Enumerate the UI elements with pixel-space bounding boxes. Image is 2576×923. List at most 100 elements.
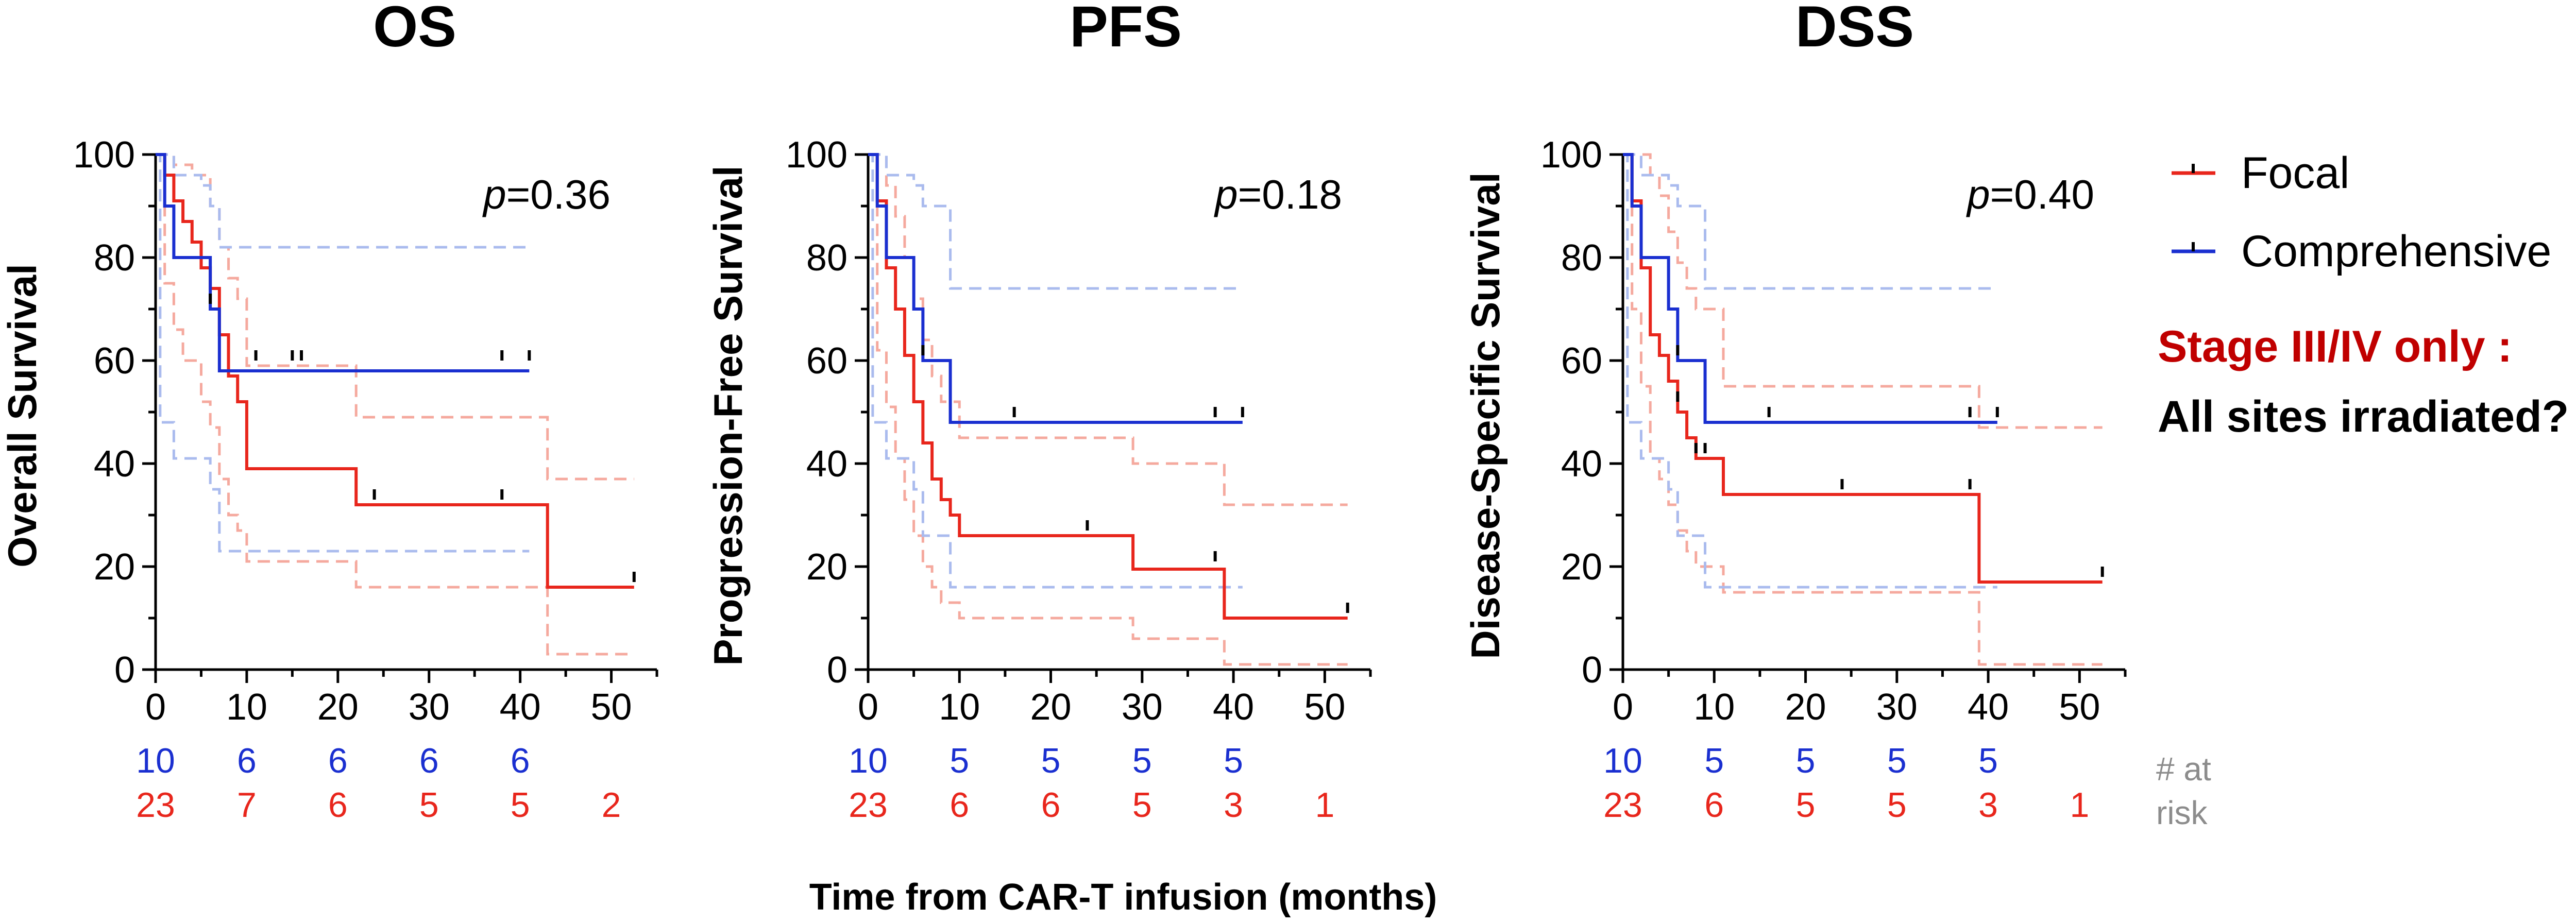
os-at-risk-focal: 5 bbox=[511, 785, 530, 825]
os-comprehensive-ci-lower bbox=[156, 153, 530, 553]
dss-at-risk-focal: 23 bbox=[1603, 785, 1642, 825]
dss-y-tick-label: 20 bbox=[1561, 546, 1602, 588]
dss-y-tick-label: 60 bbox=[1561, 340, 1602, 382]
os-comprehensive-ci-upper bbox=[156, 153, 530, 249]
pfs-panel: PFS Progression-Free Survival p=0.18 0 20… bbox=[705, 0, 1372, 825]
dss-at-risk-comprehensive: 5 bbox=[1796, 741, 1816, 780]
pfs-comprehensive-curve bbox=[868, 153, 1243, 424]
os-y-axis-label: Overall Survival bbox=[0, 264, 45, 568]
pfs-at-risk-focal: 23 bbox=[849, 785, 888, 825]
dss-y-tick-label: 100 bbox=[1540, 134, 1602, 176]
os-focal-curve bbox=[156, 153, 634, 589]
dss-x-tick-label: 20 bbox=[1785, 687, 1826, 728]
os-x-tick-label: 50 bbox=[590, 687, 632, 728]
dss-x-tick-label: 50 bbox=[2059, 687, 2100, 728]
pfs-y-tick-label: 100 bbox=[786, 134, 848, 176]
dss-at-risk-comprehensive: 5 bbox=[1704, 741, 1724, 780]
os-x-tick-label: 10 bbox=[226, 687, 267, 728]
pfs-y-tick-label: 20 bbox=[806, 546, 848, 588]
pfs-at-risk-comprehensive: 5 bbox=[950, 741, 969, 780]
pfs-at-risk-comprehensive: 10 bbox=[849, 741, 888, 780]
at-risk-label-line1: # at bbox=[2156, 750, 2211, 788]
pfs-title: PFS bbox=[1070, 0, 1182, 59]
dss-at-risk-focal: 3 bbox=[1978, 785, 1998, 825]
os-y-tick-label: 60 bbox=[94, 340, 135, 382]
pfs-p-value: p=0.18 bbox=[1214, 172, 1342, 217]
dss-at-risk-comprehensive: 5 bbox=[1887, 741, 1907, 780]
os-panel: OS Overall Survival p=0.36 0 20 40 60 80 100 0… bbox=[0, 0, 658, 825]
pfs-x-tick-label: 0 bbox=[858, 687, 878, 728]
dss-y-tick-label: 40 bbox=[1561, 443, 1602, 485]
os-y-tick-label: 0 bbox=[114, 649, 135, 691]
dss-x-tick-label: 10 bbox=[1693, 687, 1735, 728]
os-at-risk-comprehensive: 6 bbox=[511, 741, 530, 780]
pfs-y-tick-label: 80 bbox=[806, 237, 848, 279]
at-risk-label-line2: risk bbox=[2156, 794, 2208, 831]
dss-at-risk-focal: 1 bbox=[2070, 785, 2089, 825]
os-at-risk-focal: 23 bbox=[136, 785, 175, 825]
annotation-line2: All sites irradiated? bbox=[2158, 392, 2569, 441]
os-x-tick-label: 40 bbox=[500, 687, 541, 728]
os-at-risk-comprehensive: 6 bbox=[237, 741, 257, 780]
legend-focal-label: Focal bbox=[2241, 148, 2349, 198]
pfs-at-risk-focal: 5 bbox=[1132, 785, 1152, 825]
dss-x-tick-label: 40 bbox=[1968, 687, 2009, 728]
dss-at-risk-focal: 5 bbox=[1887, 785, 1907, 825]
pfs-x-tick-label: 40 bbox=[1213, 687, 1254, 728]
dss-comprehensive-ci-lower bbox=[1623, 153, 1997, 589]
pfs-y-axis-label: Progression-Free Survival bbox=[705, 165, 751, 665]
pfs-at-risk-comprehensive: 5 bbox=[1041, 741, 1061, 780]
os-title: OS bbox=[373, 0, 456, 59]
os-y-tick-label: 40 bbox=[94, 443, 135, 485]
pfs-comprehensive-ci-upper bbox=[868, 153, 1243, 290]
os-at-risk-focal: 2 bbox=[602, 785, 621, 825]
os-x-tick-label: 20 bbox=[317, 687, 359, 728]
os-at-risk-comprehensive: 6 bbox=[419, 741, 439, 780]
dss-p-value: p=0.40 bbox=[1966, 172, 2094, 217]
os-p-value: p=0.36 bbox=[482, 172, 611, 217]
os-focal-ci-lower bbox=[156, 153, 634, 656]
dss-x-tick-label: 0 bbox=[1613, 687, 1633, 728]
dss-at-risk-comprehensive: 10 bbox=[1603, 741, 1642, 780]
dss-y-axis-label: Disease-Specific Survival bbox=[1463, 172, 1508, 659]
pfs-at-risk-focal: 1 bbox=[1315, 785, 1334, 825]
dss-comprehensive-curve bbox=[1623, 153, 1997, 424]
os-at-risk-focal: 5 bbox=[419, 785, 439, 825]
pfs-y-tick-label: 40 bbox=[806, 443, 848, 485]
dss-y-tick-label: 0 bbox=[1582, 649, 1602, 691]
dss-at-risk-focal: 6 bbox=[1704, 785, 1724, 825]
dss-focal-ci-lower bbox=[1623, 153, 2103, 666]
os-at-risk-focal: 7 bbox=[237, 785, 257, 825]
pfs-at-risk-focal: 6 bbox=[950, 785, 969, 825]
legend: Focal Comprehensive bbox=[2172, 148, 2551, 276]
os-comprehensive-curve bbox=[156, 153, 530, 372]
legend-comprehensive-label: Comprehensive bbox=[2241, 227, 2551, 276]
pfs-y-tick-label: 60 bbox=[806, 340, 848, 382]
dss-at-risk-focal: 5 bbox=[1796, 785, 1816, 825]
dss-x-tick-label: 30 bbox=[1876, 687, 1918, 728]
os-at-risk-focal: 6 bbox=[328, 785, 348, 825]
dss-panel: DSS Disease-Specific Survival p=0.40 0 20… bbox=[1463, 0, 2127, 825]
os-at-risk-comprehensive: 6 bbox=[328, 741, 348, 780]
pfs-at-risk-comprehensive: 5 bbox=[1224, 741, 1243, 780]
pfs-focal-curve bbox=[868, 153, 1348, 620]
dss-title: DSS bbox=[1795, 0, 1914, 59]
pfs-at-risk-comprehensive: 5 bbox=[1132, 741, 1152, 780]
pfs-x-tick-label: 50 bbox=[1304, 687, 1345, 728]
pfs-focal-ci-upper bbox=[868, 153, 1348, 506]
os-y-tick-label: 20 bbox=[94, 546, 135, 588]
os-focal-ci-upper bbox=[156, 153, 634, 481]
dss-comprehensive-ci-upper bbox=[1623, 153, 1997, 290]
os-x-tick-label: 0 bbox=[145, 687, 166, 728]
dss-at-risk-comprehensive: 5 bbox=[1978, 741, 1998, 780]
pfs-x-tick-label: 30 bbox=[1122, 687, 1163, 728]
x-axis-title: Time from CAR-T infusion (months) bbox=[809, 877, 1437, 918]
os-y-tick-label: 80 bbox=[94, 237, 135, 279]
pfs-at-risk-focal: 3 bbox=[1224, 785, 1243, 825]
pfs-y-tick-label: 0 bbox=[827, 649, 848, 691]
os-y-tick-label: 100 bbox=[73, 134, 135, 176]
pfs-x-tick-label: 10 bbox=[939, 687, 980, 728]
annotation-line1: Stage III/IV only : bbox=[2158, 322, 2512, 371]
dss-focal-ci-upper bbox=[1623, 153, 2103, 429]
